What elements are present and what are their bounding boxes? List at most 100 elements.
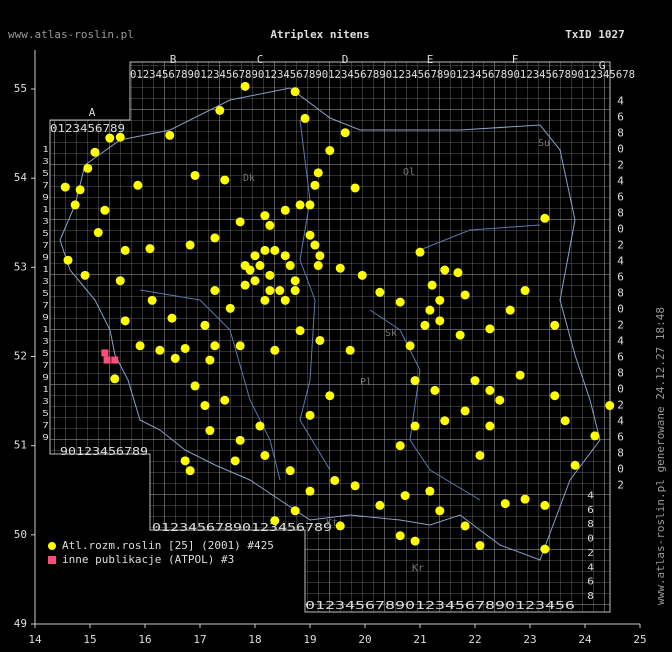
record-dot <box>70 200 80 210</box>
record-dot <box>305 230 315 240</box>
y-tick-label: 52 <box>14 350 27 363</box>
grid-label: 0123456789012345678901234567890123456789… <box>130 68 635 81</box>
record-square <box>103 356 111 364</box>
grid-letter: B <box>170 53 177 66</box>
x-tick-label: 19 <box>303 633 316 646</box>
record-dot <box>485 324 495 334</box>
border <box>59 87 601 561</box>
grid-label: 0123456789 <box>50 122 125 135</box>
record-dot <box>325 146 335 156</box>
record-dot <box>395 441 405 451</box>
record-dot <box>255 261 265 271</box>
record-dot <box>435 506 445 516</box>
record-dot <box>185 466 195 476</box>
place-label: Kt <box>326 518 338 529</box>
record-dot <box>133 180 143 190</box>
record-dot <box>280 295 290 305</box>
record-dot <box>260 450 270 460</box>
x-tick-label: 21 <box>413 633 426 646</box>
record-dot <box>410 421 420 431</box>
record-dot <box>305 410 315 420</box>
record-dot <box>220 175 230 185</box>
record-dot <box>515 370 525 380</box>
place-label: Pl <box>360 377 372 388</box>
record-dot <box>275 286 285 296</box>
grid-letter: A <box>89 106 96 119</box>
x-tick-label: 18 <box>248 633 261 646</box>
record-dot <box>520 286 530 296</box>
record-dot <box>540 213 550 223</box>
record-dot <box>290 87 300 97</box>
y-tick-label: 49 <box>14 617 27 630</box>
record-dot <box>540 500 550 510</box>
legend-label: inne publikacje (ATPOL) #3 <box>62 553 234 566</box>
record-dot <box>350 481 360 491</box>
record-dot <box>170 353 180 363</box>
record-dot <box>135 341 145 351</box>
legend-marker <box>48 542 56 550</box>
record-dot <box>485 421 495 431</box>
record-dot <box>415 247 425 257</box>
record-dot <box>83 163 93 173</box>
record-dot <box>313 168 323 178</box>
record-dot <box>180 456 190 466</box>
place-label: Kr <box>412 563 424 574</box>
grid-label: 90123456789 <box>60 445 148 458</box>
record-dot <box>300 113 310 123</box>
record-dot <box>110 374 120 384</box>
record-dot <box>220 395 230 405</box>
record-dot <box>460 290 470 300</box>
record-dot <box>185 240 195 250</box>
record-dot <box>357 270 367 280</box>
record-dot <box>210 233 220 243</box>
record-dot <box>285 466 295 476</box>
x-tick-label: 25 <box>633 633 646 646</box>
record-dot <box>75 185 85 195</box>
x-tick-label: 24 <box>578 633 592 646</box>
record-square <box>111 356 119 364</box>
record-dot <box>427 280 437 290</box>
record-dot <box>250 251 260 261</box>
layer: 14 15 16 17 18 19 20 21 22 23 24 25 49 50 51 52 53 54 55 At… <box>14 81 647 646</box>
record-dot <box>60 182 70 192</box>
record-dot <box>230 456 240 466</box>
record-dot <box>475 541 485 551</box>
record-dot <box>325 391 335 401</box>
record-dot <box>295 200 305 210</box>
record-dot <box>155 345 165 355</box>
record-dot <box>290 286 300 296</box>
record-dot <box>375 287 385 297</box>
record-dot <box>235 435 245 445</box>
record-dot <box>345 345 355 355</box>
record-dot <box>313 261 323 271</box>
grid-letter: F <box>512 53 519 66</box>
record-square <box>101 349 109 357</box>
record-dot <box>410 376 420 386</box>
x-tick-label: 16 <box>138 633 151 646</box>
grid-label: 46802468 <box>584 490 597 605</box>
record-dot <box>205 426 215 436</box>
grid-letter: E <box>427 53 434 66</box>
record-dot <box>270 345 280 355</box>
record-dot <box>280 205 290 215</box>
record-dot <box>285 261 295 271</box>
record-dot <box>470 376 480 386</box>
record-dot <box>410 536 420 546</box>
side-text: www.atlas-roslin.pl generowane 24.12.27 … <box>654 307 667 605</box>
record-dot <box>210 286 220 296</box>
record-dot <box>265 286 275 296</box>
grid-letter: D <box>342 53 349 66</box>
record-dot <box>540 544 550 554</box>
place-label: Dk <box>243 173 255 184</box>
record-dot <box>280 251 290 261</box>
record-dot <box>405 341 415 351</box>
x-tick-label: 23 <box>523 633 536 646</box>
record-dot <box>425 486 435 496</box>
record-dot <box>180 343 190 353</box>
record-dot <box>200 401 210 411</box>
record-dot <box>190 170 200 180</box>
record-dot <box>430 385 440 395</box>
place-label: Ol <box>403 167 415 178</box>
record-dot <box>395 531 405 541</box>
record-dot <box>340 128 350 138</box>
